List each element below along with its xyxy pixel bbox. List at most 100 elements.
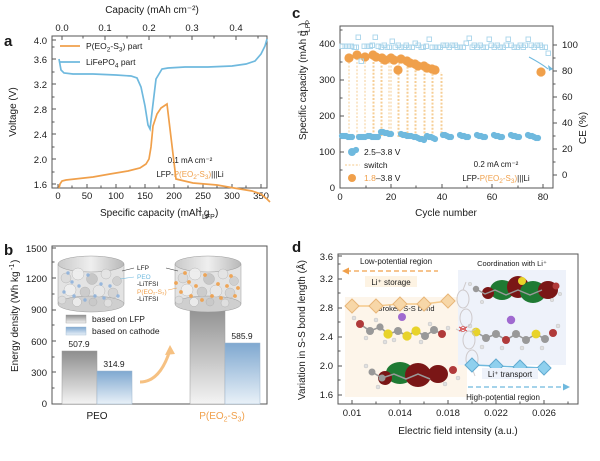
category-peo: PEO bbox=[86, 411, 107, 422]
y-axis-title-main: Energy density (Wh kg bbox=[10, 271, 21, 372]
high-potential-label: High-potential region bbox=[466, 393, 540, 402]
y-tick-4: 3.2 bbox=[34, 80, 47, 91]
panel-a-x-ticks: 0 50 100 150 200 250 300 350 bbox=[55, 184, 269, 202]
y-tick-2: 2.4 bbox=[320, 332, 333, 343]
molecule-orbital-broken bbox=[363, 362, 461, 390]
panel-d-inset-coordination: Coordination with Li⁺ bbox=[458, 259, 566, 365]
x-tick-4: 80 bbox=[538, 192, 549, 203]
y-tick-4: 1200 bbox=[26, 274, 47, 285]
inset-label-litfsi-1: -LiTFSI bbox=[137, 281, 159, 288]
y-axis-title-main: Specific capacity (mAh g bbox=[298, 31, 309, 141]
legend-label-peo2s3: P(EO2-S3) part bbox=[86, 41, 143, 54]
improvement-arrow-head bbox=[165, 345, 175, 355]
y-tick-0: 0 bbox=[42, 399, 47, 410]
legend-label-2p5: 2.5–3.8 V bbox=[364, 147, 401, 157]
x-tick-2: 100 bbox=[108, 191, 124, 202]
panel-c-rate-annotation: 0.2 mA cm⁻² bbox=[474, 160, 519, 169]
legend-label-cathode: based on cathode bbox=[92, 326, 160, 336]
panel-a-top-ticks: 0.0 0.1 0.2 0.3 0.4 bbox=[55, 23, 259, 40]
x-tick-4: 200 bbox=[166, 191, 182, 202]
inset-label-coordination: Coordination with Li⁺ bbox=[477, 259, 547, 268]
y-tick-6: 4.0 bbox=[34, 36, 47, 47]
x-tick-2: 0.018 bbox=[436, 408, 460, 419]
y-axis-title-sup: -1 bbox=[297, 30, 304, 36]
panel-d-letter: d bbox=[292, 239, 301, 256]
panel-b-x-categories: PEO P(EO2-S3) bbox=[86, 411, 244, 424]
y-tick-3: 2.8 bbox=[320, 303, 333, 314]
panel-d-annotation-low: Low-potential region Li⁺ storage bbox=[342, 257, 438, 287]
transition-bond-break-marker bbox=[458, 326, 468, 332]
top-tick-2: 0.2 bbox=[142, 23, 155, 34]
y2-tick-0: 0 bbox=[562, 170, 567, 181]
panel-d-inset-broken-bond: Broken S-S bond bbox=[345, 297, 467, 397]
panel-b-letter: b bbox=[4, 242, 13, 259]
inset-label-litfsi-2: -LiTFSI bbox=[137, 296, 159, 303]
inset-label-peo2s3: P(EO₂-S₃) bbox=[137, 289, 167, 296]
curve-peo2s3 bbox=[58, 102, 271, 203]
panel-c-y-axis-title: Specific capacity (mAh g LFP -1 ) bbox=[297, 20, 312, 140]
inset-label-broken-bond: Broken S-S bond bbox=[377, 304, 434, 313]
category-peo2s3: P(EO2-S3) bbox=[199, 411, 245, 424]
curve-lifepo4 bbox=[58, 38, 268, 132]
panel-b-y-ticks: 0 300 600 900 1200 1500 bbox=[26, 244, 56, 410]
y-tick-0: 1.6 bbox=[34, 180, 47, 191]
li-transport-label: Li⁺ transport bbox=[488, 370, 533, 379]
panel-d-svg: d 1.6 2.0 2.4 2.8 3.2 3.6 Variation in S… bbox=[292, 239, 579, 437]
panel-c-cell-annotation: LFP-P(EO2-S3)|||Li bbox=[462, 174, 530, 185]
panel-c-svg: c 0 100 200 300 400 Specific capacity (m… bbox=[292, 5, 589, 219]
x-tick-5: 250 bbox=[195, 191, 211, 202]
x-tick-1: 20 bbox=[386, 192, 397, 203]
y-tick-1: 2.0 bbox=[34, 155, 47, 166]
y-tick-5: 3.6 bbox=[320, 252, 333, 263]
x-axis-title-sup: -1 bbox=[196, 207, 202, 214]
molecule-coordination-li bbox=[467, 315, 561, 351]
legend-swatch-2p5 bbox=[348, 148, 356, 156]
panel-a-y-axis-title: Voltage (V) bbox=[8, 87, 19, 136]
molecule-orbital-coordination bbox=[467, 276, 563, 304]
transition-structure bbox=[455, 281, 479, 377]
bar-peo2s3-lfp bbox=[189, 304, 226, 405]
panel-a-letter: a bbox=[4, 33, 13, 50]
panel-a-y-ticks: 1.6 2.0 2.4 2.8 3.2 3.6 4.0 bbox=[34, 36, 56, 191]
bar-peo2s3-cathode bbox=[224, 342, 261, 405]
molecule-broken-ss bbox=[351, 313, 451, 345]
y-tick-5: 3.6 bbox=[34, 55, 47, 66]
y-tick-0: 0 bbox=[330, 183, 335, 194]
legend-swatch-1p8 bbox=[348, 174, 356, 182]
improvement-arrow bbox=[139, 349, 172, 384]
y-axis-title-sup: -1 bbox=[9, 264, 16, 270]
panel-a-legend: P(EO2-S3) part LiFePO4 part bbox=[60, 41, 143, 70]
panel-a-svg: a Capacity (mAh cm⁻²) 0.0 0.1 0.2 0.3 0.… bbox=[4, 5, 271, 221]
inset-labels: LFP PEO -LiTFSI P(EO₂-S₃) -LiTFSI bbox=[119, 265, 179, 303]
panel-c-x-ticks: 0 20 40 60 80 bbox=[337, 184, 548, 203]
panel-b-bars bbox=[61, 304, 261, 405]
legend-swatch-cathode bbox=[65, 326, 87, 336]
top-tick-1: 0.1 bbox=[98, 23, 111, 34]
x-tick-1: 50 bbox=[82, 191, 93, 202]
low-potential-arrow-head bbox=[342, 267, 349, 275]
bar-peo-lfp bbox=[61, 350, 98, 405]
panel-c-series-ce bbox=[339, 34, 551, 64]
panel-b-y-axis-title: Energy density (Wh kg -1 ) bbox=[9, 260, 21, 372]
panel-c-y2-axis-title: CE (%) bbox=[578, 112, 589, 144]
y-tick-1: 100 bbox=[319, 147, 335, 158]
legend-swatch-lfp bbox=[65, 314, 87, 324]
x-tick-0: 0 bbox=[337, 192, 342, 203]
y-axis-title-close: ) bbox=[298, 23, 309, 26]
panel-d-plot-frame bbox=[337, 253, 579, 405]
panel-a-rate-annotation: 0.1 mA cm⁻² bbox=[168, 156, 213, 165]
value-peo-lfp: 507.9 bbox=[68, 339, 90, 349]
panel-a: a Capacity (mAh cm⁻²) 0.0 0.1 0.2 0.3 0.… bbox=[0, 0, 290, 232]
x-tick-6: 300 bbox=[224, 191, 240, 202]
x-tick-0: 0 bbox=[55, 191, 60, 202]
top-tick-3: 0.3 bbox=[185, 23, 198, 34]
y-tick-4: 400 bbox=[319, 39, 335, 50]
y2-tick-4: 80 bbox=[562, 66, 573, 77]
y-tick-2: 200 bbox=[319, 111, 335, 122]
panel-d-annotation-high: Li⁺ transport High-potential region bbox=[466, 368, 570, 402]
panel-b: b 0 300 600 900 1200 1500 Energy density… bbox=[0, 232, 290, 461]
inset-cylinder-peo bbox=[57, 255, 125, 313]
y-tick-2: 600 bbox=[31, 337, 47, 348]
y-tick-3: 2.8 bbox=[34, 105, 47, 116]
legend-label-lfp: based on LFP bbox=[92, 314, 145, 324]
